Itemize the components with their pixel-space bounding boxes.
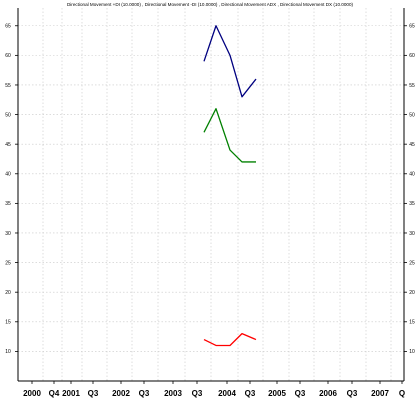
x-tick-label: 2002: [112, 389, 130, 398]
x-tick-label: Q3: [295, 389, 306, 398]
x-axis-ticks: 2000 Q4 2001 Q3 2002 Q3 2003 Q3 2004 Q3 2005 Q3 2006…: [23, 381, 405, 398]
series-line-2: [203, 108, 256, 163]
y-tick-label-left: 45: [5, 142, 11, 148]
y-tick-label-left: 40: [5, 172, 11, 178]
y-tick-label-left: 35: [5, 201, 11, 207]
y-tick-label-right: 35: [409, 201, 415, 207]
series-line-1: [203, 25, 257, 98]
y-tick-label-right: 65: [409, 24, 415, 30]
x-tick-label: Q3: [192, 389, 203, 398]
x-tick-label: 2001: [62, 389, 80, 398]
y-axis-left-ticks: 10 15 20 25 30 35 40 45 50 55 60 65: [5, 24, 18, 355]
x-tick-label: Q: [399, 389, 405, 398]
y-tick-label-left: 10: [5, 349, 11, 355]
series-line-3: [203, 332, 257, 347]
y-tick-label-left: 55: [5, 83, 11, 89]
y-tick-label-right: 55: [409, 83, 415, 89]
y-tick-label-left: 60: [5, 53, 11, 59]
x-tick-label: 2005: [268, 389, 286, 398]
y-tick-label-right: 20: [409, 290, 415, 296]
x-tick-label: 2003: [164, 389, 182, 398]
chart-title: Directional Movement +DI (10.0000) , Dir…: [67, 2, 354, 7]
y-tick-label-left: 50: [5, 112, 11, 118]
y-tick-label-left: 65: [5, 24, 11, 30]
y-axis-right-ticks: 10 15 20 25 30 35 40 45 50 55 60 65: [404, 24, 415, 355]
y-tick-label-right: 10: [409, 349, 415, 355]
series-lines: [203, 25, 257, 347]
x-tick-label: Q3: [347, 389, 358, 398]
y-tick-label-right: 25: [409, 260, 415, 266]
y-tick-label-left: 25: [5, 260, 11, 266]
x-tick-label: 2007: [371, 389, 389, 398]
x-tick-label: 2006: [319, 389, 337, 398]
x-tick-label: 2000: [23, 389, 41, 398]
y-tick-label-left: 20: [5, 290, 11, 296]
y-tick-label-right: 30: [409, 231, 415, 237]
x-tick-label: Q3: [139, 389, 150, 398]
y-tick-label-left: 15: [5, 320, 11, 326]
x-tick-label: 2004: [218, 389, 236, 398]
x-tick-label: Q3: [245, 389, 256, 398]
y-tick-label-right: 15: [409, 320, 415, 326]
grid-lines: [18, 8, 404, 381]
y-tick-label-right: 45: [409, 142, 415, 148]
y-tick-label-right: 50: [409, 112, 415, 118]
y-tick-label-right: 60: [409, 53, 415, 59]
y-tick-label-right: 40: [409, 172, 415, 178]
x-tick-label: Q4: [49, 389, 60, 398]
axes: [17, 8, 405, 382]
y-tick-label-left: 30: [5, 231, 11, 237]
x-tick-label: Q3: [88, 389, 99, 398]
